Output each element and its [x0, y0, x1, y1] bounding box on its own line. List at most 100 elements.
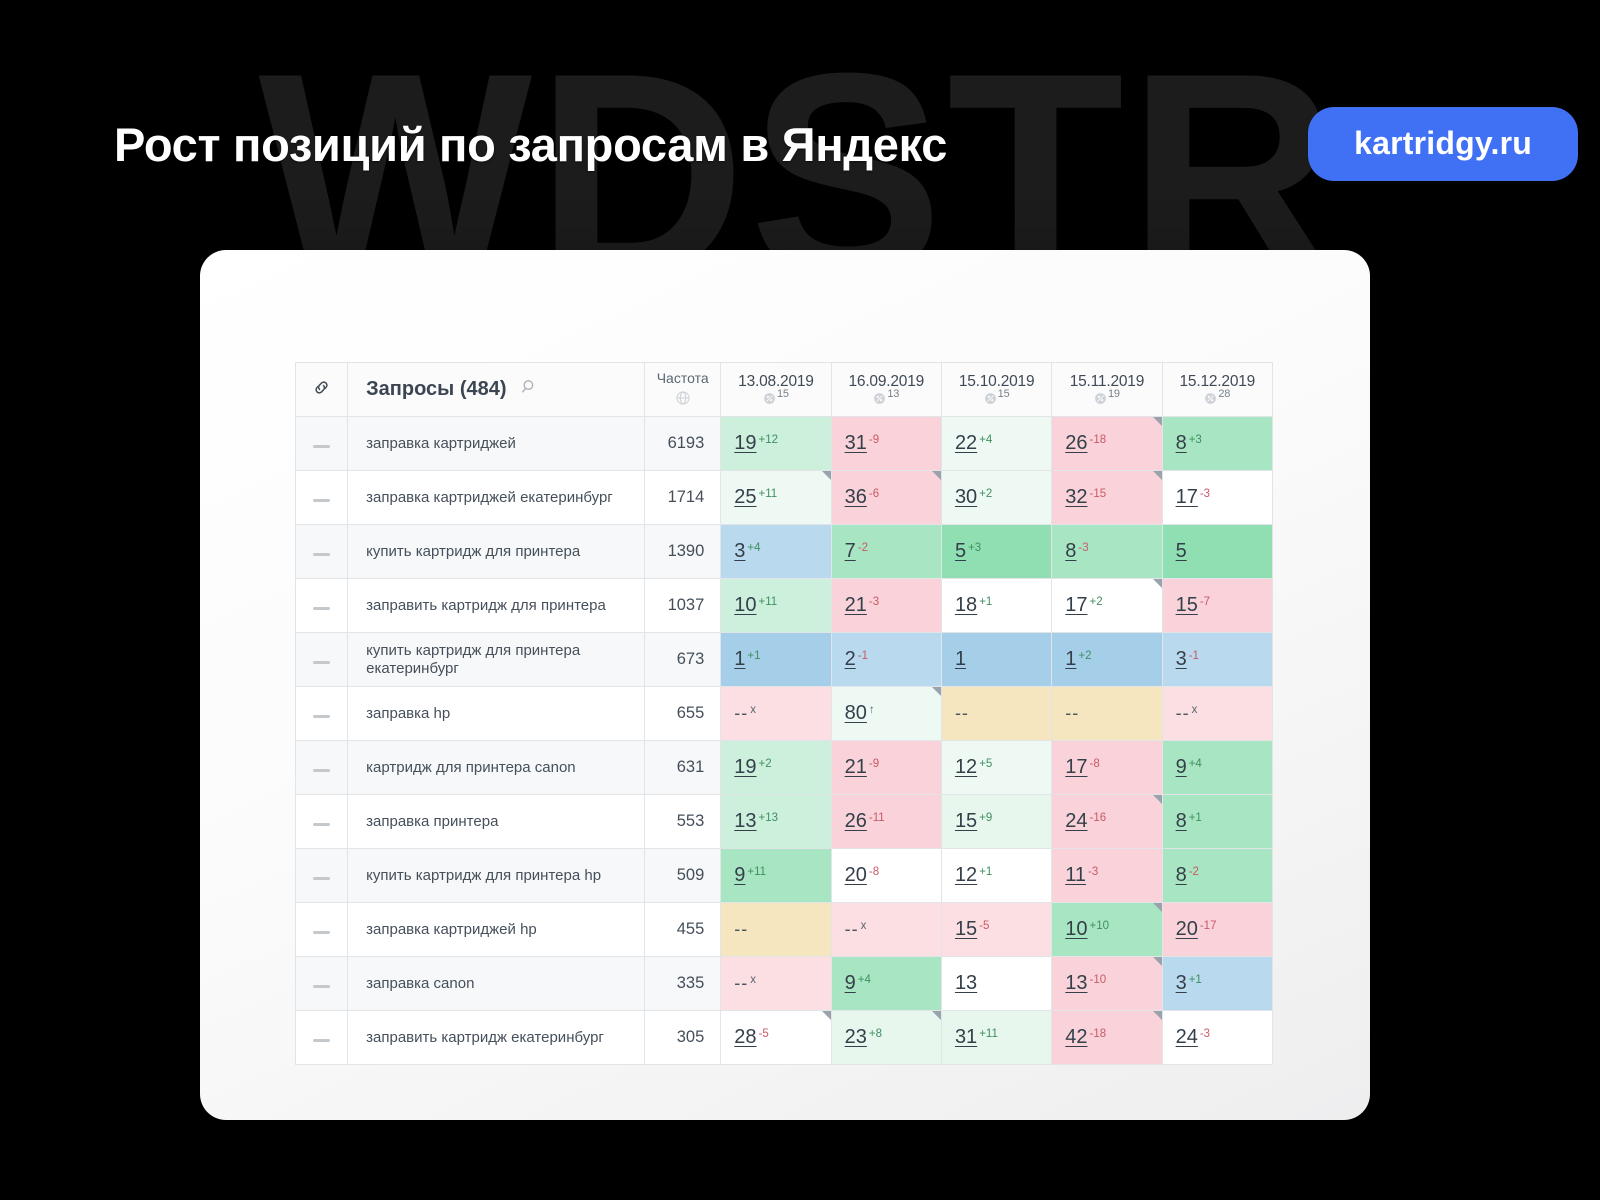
position-cell[interactable]: 21 -3 — [830, 578, 942, 633]
position-cell[interactable]: 3 -1 — [1161, 632, 1274, 687]
position-cell[interactable]: 36 -6 — [830, 470, 942, 525]
table-row[interactable]: заправить картридж для принтера 1037 10 +11… — [294, 578, 1274, 633]
position-cell[interactable]: 1 — [940, 632, 1053, 687]
position-cell[interactable]: 3 +4 — [720, 524, 832, 579]
date-column-header-5[interactable]: 15.12.2019 28 — [1161, 362, 1274, 417]
position-cell[interactable]: 31 +11 — [940, 1010, 1053, 1065]
position-cell[interactable]: 24 -16 — [1051, 794, 1163, 849]
position-cell[interactable]: 9 +11 — [720, 848, 832, 903]
link-chain-icon[interactable] — [294, 362, 349, 417]
query-label[interactable]: картридж для принтера canon — [347, 740, 646, 795]
position-cell[interactable]: 19 +2 — [720, 740, 832, 795]
table-row[interactable]: заправка принтера 553 13 +13 26 -11 15 +9 24 -16 8… — [294, 794, 1274, 849]
position-cell[interactable]: 25 +11 — [720, 470, 832, 525]
date-column-header-4[interactable]: 15.11.2019 19 — [1051, 362, 1163, 417]
query-label[interactable]: заправка картриджей екатеринбург — [347, 470, 646, 525]
position-cell[interactable]: 12 +5 — [940, 740, 1053, 795]
position-cell[interactable]: 28 -5 — [720, 1010, 832, 1065]
search-icon[interactable] — [521, 378, 538, 401]
queries-column-header[interactable]: Запросы (484) — [347, 362, 646, 417]
position-cell[interactable]: -- x — [720, 956, 832, 1011]
position-cell[interactable]: 5 +3 — [940, 524, 1053, 579]
position-cell[interactable]: 20 -17 — [1161, 902, 1274, 957]
query-label[interactable]: заправка картриджей hp — [347, 902, 646, 957]
position-cell[interactable]: 12 +1 — [940, 848, 1053, 903]
table-row[interactable]: заправка canon 335 -- x 9 +4 13 13 -10 3 +1 — [294, 956, 1274, 1011]
position-cell[interactable]: 7 -2 — [830, 524, 942, 579]
position-cell[interactable]: 17 +2 — [1051, 578, 1163, 633]
position-cell[interactable]: 13 — [940, 956, 1053, 1011]
query-label[interactable]: заправка картриджей — [347, 416, 646, 471]
table-row[interactable]: купить картридж для принтера 1390 3 +4 7 -2 5 +… — [294, 524, 1274, 579]
position-cell[interactable]: 8 -2 — [1161, 848, 1274, 903]
position-cell[interactable]: 80 ↑ — [830, 686, 942, 741]
row-handle-icon[interactable] — [294, 956, 349, 1011]
position-cell[interactable]: 10 +10 — [1051, 902, 1163, 957]
position-cell[interactable]: 17 -3 — [1161, 470, 1274, 525]
position-cell[interactable]: 8 +1 — [1161, 794, 1274, 849]
position-cell[interactable]: 15 -7 — [1161, 578, 1274, 633]
position-cell[interactable]: 30 +2 — [940, 470, 1053, 525]
position-cell[interactable]: 9 +4 — [1161, 740, 1274, 795]
date-column-header-2[interactable]: 16.09.2019 13 — [830, 362, 942, 417]
position-cell[interactable]: 23 +8 — [830, 1010, 942, 1065]
query-label[interactable]: заправка hp — [347, 686, 646, 741]
row-handle-icon[interactable] — [294, 848, 349, 903]
position-cell[interactable]: 13 +13 — [720, 794, 832, 849]
table-row[interactable]: заправка картриджей hp 455 -- -- x 15 -5 10 +10 2… — [294, 902, 1274, 957]
query-label[interactable]: купить картридж для принтера hp — [347, 848, 646, 903]
position-cell[interactable]: 9 +4 — [830, 956, 942, 1011]
position-cell[interactable]: 5 — [1161, 524, 1274, 579]
position-cell[interactable]: 17 -8 — [1051, 740, 1163, 795]
position-cell[interactable]: 8 +3 — [1161, 416, 1274, 471]
position-cell[interactable]: 15 -5 — [940, 902, 1053, 957]
table-row[interactable]: заправить картридж екатеринбург 305 28 -5 23… — [294, 1010, 1274, 1065]
position-cell[interactable]: 26 -11 — [830, 794, 942, 849]
table-row[interactable]: купить картридж для принтера hp 509 9 +11 20… — [294, 848, 1274, 903]
position-cell[interactable]: 42 -18 — [1051, 1010, 1163, 1065]
position-cell[interactable]: 32 -15 — [1051, 470, 1163, 525]
query-label[interactable]: купить картридж для принтера екатеринбур… — [347, 632, 646, 687]
position-cell[interactable]: 8 -3 — [1051, 524, 1163, 579]
position-cell[interactable]: -- x — [1161, 686, 1274, 741]
table-row[interactable]: заправка картриджей екатеринбург 1714 25 +1… — [294, 470, 1274, 525]
position-cell[interactable]: 19 +12 — [720, 416, 832, 471]
query-label[interactable]: заправить картридж екатеринбург — [347, 1010, 646, 1065]
query-label[interactable]: купить картридж для принтера — [347, 524, 646, 579]
row-handle-icon[interactable] — [294, 632, 349, 687]
query-label[interactable]: заправка принтера — [347, 794, 646, 849]
position-cell[interactable]: 20 -8 — [830, 848, 942, 903]
row-handle-icon[interactable] — [294, 740, 349, 795]
position-cell[interactable]: 1 +2 — [1051, 632, 1163, 687]
query-label[interactable]: заправка canon — [347, 956, 646, 1011]
query-label[interactable]: заправить картридж для принтера — [347, 578, 646, 633]
position-cell[interactable]: 1 +1 — [720, 632, 832, 687]
row-handle-icon[interactable] — [294, 686, 349, 741]
position-cell[interactable]: 18 +1 — [940, 578, 1053, 633]
position-cell[interactable]: 24 -3 — [1161, 1010, 1274, 1065]
position-cell[interactable]: 22 +4 — [940, 416, 1053, 471]
table-row[interactable]: заправка картриджей 6193 19 +12 31 -9 22 +4 26 -1… — [294, 416, 1274, 471]
date-column-header-3[interactable]: 15.10.2019 15 — [940, 362, 1053, 417]
row-handle-icon[interactable] — [294, 794, 349, 849]
position-cell[interactable]: 11 -3 — [1051, 848, 1163, 903]
frequency-column-header[interactable]: Частота — [644, 362, 722, 417]
row-handle-icon[interactable] — [294, 578, 349, 633]
position-cell[interactable]: -- — [720, 902, 832, 957]
row-handle-icon[interactable] — [294, 902, 349, 957]
table-row[interactable]: заправка hp 655 -- x 80 ↑ -- -- -- x — [294, 686, 1274, 741]
position-cell[interactable]: 10 +11 — [720, 578, 832, 633]
table-row[interactable]: купить картридж для принтера екатеринбур… — [294, 632, 1274, 687]
row-handle-icon[interactable] — [294, 416, 349, 471]
position-cell[interactable]: -- x — [830, 902, 942, 957]
date-column-header-1[interactable]: 13.08.2019 15 — [720, 362, 832, 417]
position-cell[interactable]: 2 -1 — [830, 632, 942, 687]
position-cell[interactable]: 21 -9 — [830, 740, 942, 795]
row-handle-icon[interactable] — [294, 470, 349, 525]
position-cell[interactable]: 15 +9 — [940, 794, 1053, 849]
position-cell[interactable]: -- x — [720, 686, 832, 741]
position-cell[interactable]: 13 -10 — [1051, 956, 1163, 1011]
row-handle-icon[interactable] — [294, 1010, 349, 1065]
position-cell[interactable]: -- — [1051, 686, 1163, 741]
position-cell[interactable]: 3 +1 — [1161, 956, 1274, 1011]
